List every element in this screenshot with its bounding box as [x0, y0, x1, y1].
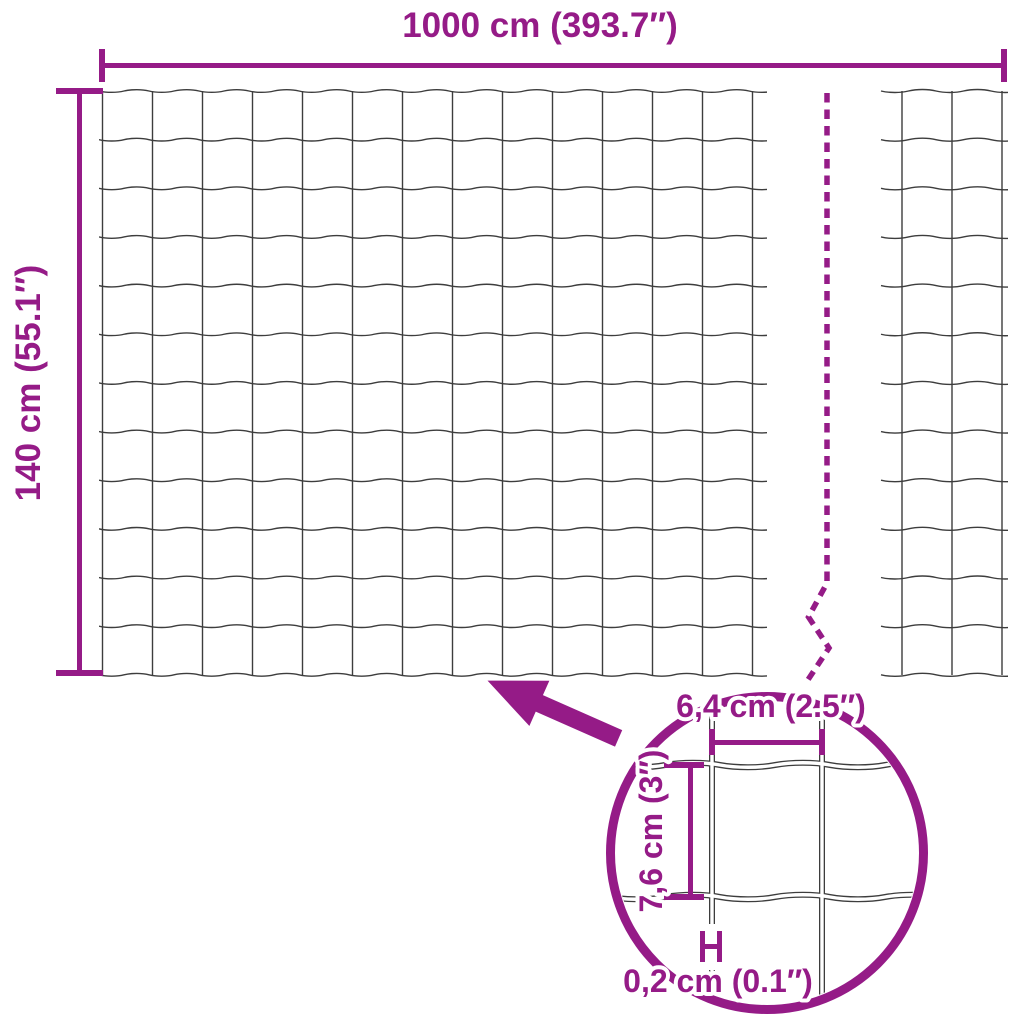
mesh-width-cap-left — [709, 729, 715, 755]
wire-thickness-crossbar — [705, 944, 717, 949]
height-dimension-line — [77, 91, 82, 674]
mesh-grid-main — [99, 88, 767, 677]
zoom-arrow-icon — [480, 677, 627, 751]
width-dimension: 1000 cm (393.7″) — [99, 2, 1007, 82]
mesh-width-label: 6,4 cm (2.5″) — [676, 688, 866, 724]
zoom-circle-ring-icon — [606, 692, 928, 1014]
width-dimension-line — [102, 63, 1005, 68]
wire-thickness-cap-right — [717, 931, 722, 962]
mesh-width-cap-right — [819, 729, 825, 755]
mesh-width-dimension — [709, 729, 825, 755]
height-dimension-cap-bottom — [56, 670, 103, 676]
width-dimension-cap-left — [99, 49, 105, 82]
zoom-circle-background — [607, 693, 927, 1013]
mesh-grid-right — [880, 88, 1008, 677]
mesh-height-cap-top — [664, 762, 704, 768]
mesh-height-dimension — [664, 762, 704, 900]
wire-thickness-marker — [692, 924, 732, 970]
wire-thickness-label: 0,2 cm (0.1″) — [623, 963, 813, 999]
mesh-height-label: 7,6 cm (3″) — [633, 750, 669, 913]
width-dimension-cap-right — [1001, 49, 1007, 82]
height-dimension: 140 cm (55.1″) — [5, 88, 103, 676]
mesh-height-line — [688, 765, 693, 897]
break-dashed-line-icon — [804, 93, 833, 684]
width-dimension-label: 1000 cm (393.7″) — [402, 6, 678, 45]
mesh-height-cap-bottom — [664, 894, 704, 900]
height-dimension-cap-top — [56, 88, 103, 94]
detail-zoom-circle: 6,4 cm (2.5″) 7,6 cm (3″) 0,2 cm (0.1″) — [606, 684, 928, 1014]
mesh-width-line — [712, 740, 822, 745]
wire-thickness-cap-left — [700, 931, 705, 962]
height-dimension-label: 140 cm (55.1″) — [9, 265, 48, 502]
